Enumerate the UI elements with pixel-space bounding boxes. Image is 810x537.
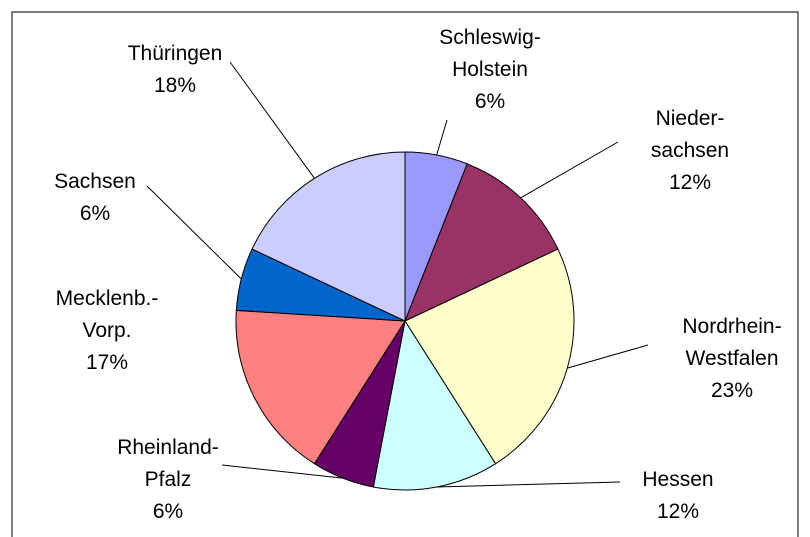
value-label: 6% <box>80 202 110 225</box>
leader-line <box>436 119 448 156</box>
slice-label: Thüringen <box>128 42 223 65</box>
slice-label: Nordrhein-Westfalen <box>682 315 781 370</box>
value-label: 12% <box>669 171 711 194</box>
value-label: 6% <box>153 500 183 523</box>
leader-line <box>436 481 621 488</box>
leader-line <box>229 61 315 179</box>
pie-slice <box>235 309 406 465</box>
slice-label: Rheinland-Pfalz <box>117 436 219 491</box>
slice-label: Sachsen <box>54 170 136 193</box>
pie-slice <box>404 248 575 465</box>
value-label: 23% <box>711 379 753 402</box>
leader-line <box>520 141 619 199</box>
slice-label: Mecklenb.-Vorp. <box>56 287 159 342</box>
leader-line <box>146 185 242 280</box>
leader-line <box>567 344 649 369</box>
value-label: 18% <box>154 74 196 97</box>
leader-line <box>221 464 343 479</box>
slice-label: Hessen <box>642 468 713 491</box>
value-label: 6% <box>475 90 505 113</box>
slice-label: Schleswig-Holstein <box>439 26 541 81</box>
slice-label: Nieder-sachsen <box>651 107 729 162</box>
value-label: 12% <box>657 500 699 523</box>
value-label: 17% <box>86 351 128 374</box>
